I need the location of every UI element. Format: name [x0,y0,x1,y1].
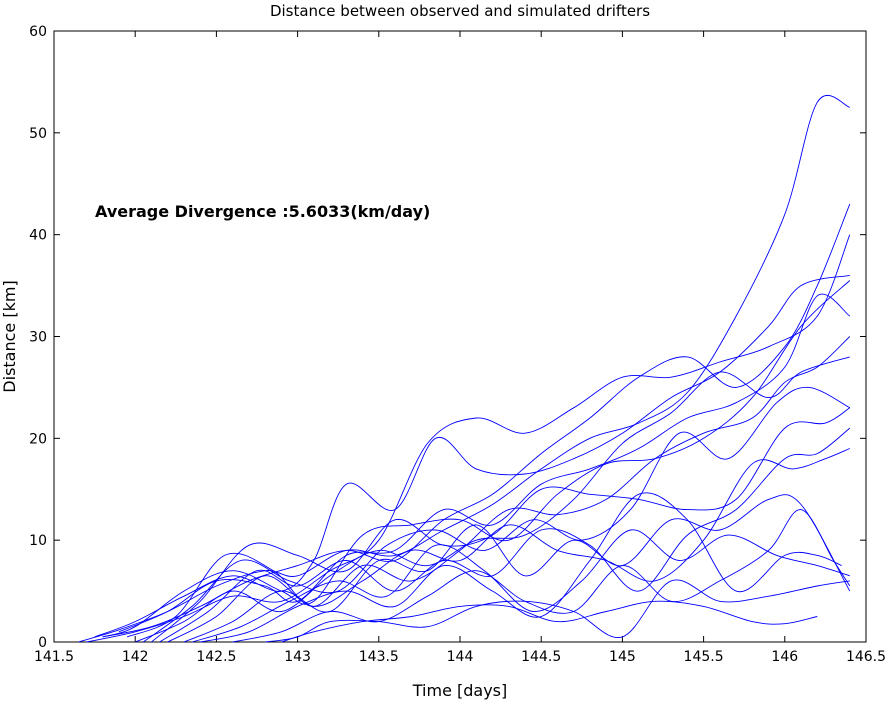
y-tick-label: 30 [29,330,47,346]
series-lines [78,95,851,643]
y-tick-label: 20 [29,431,47,447]
x-tick-label: 143.5 [359,649,399,665]
series-line-14 [191,529,850,643]
chart-title: Distance between observed and simulated … [270,2,650,20]
x-tick-label: 145 [609,649,636,665]
x-tick-label: 146 [771,649,798,665]
x-tick-label: 142 [122,649,149,665]
y-axis-label: Distance [km] [0,280,19,392]
series-line-11 [159,427,851,643]
series-line-17 [265,579,850,643]
x-tick-label: 141.5 [34,649,74,665]
series-line-12 [167,448,850,643]
x-tick-label: 142.5 [196,649,236,665]
series-line-18 [281,600,818,643]
x-axis-label: Time [days] [412,681,508,700]
series-line-3 [102,203,851,638]
series-line-6 [118,293,851,633]
x-tick-label: 146.5 [846,649,886,665]
series-line-13 [183,494,851,643]
x-tick-label: 144.5 [521,649,561,665]
series-line-9 [143,386,851,643]
series-line-15 [200,492,842,643]
average-divergence-annotation: Average Divergence :5.6033(km/day) [95,202,430,221]
y-tick-label: 60 [29,24,47,40]
plot-area-frame [53,30,867,643]
series-line-1 [78,95,850,643]
series-line-16 [232,509,851,643]
x-tick-label: 145.5 [684,649,724,665]
y-tick-label: 0 [38,635,47,651]
x-tick-label: 144 [447,649,474,665]
y-axis-ticks: 0 10 20 30 40 50 60 [29,24,866,651]
series-line-2 [94,274,850,638]
series-line-4 [86,234,851,643]
y-tick-label: 10 [29,533,47,549]
series-line-5 [102,280,851,638]
x-axis-ticks: 141.5 142 142.5 143 143.5 144 144.5 145 145.5 146… [34,31,886,665]
series-line-10 [151,407,851,643]
y-tick-label: 40 [29,228,47,244]
series-line-8 [135,356,850,643]
x-tick-label: 143 [284,649,311,665]
y-tick-label: 50 [29,126,47,142]
series-line-7 [126,336,851,638]
